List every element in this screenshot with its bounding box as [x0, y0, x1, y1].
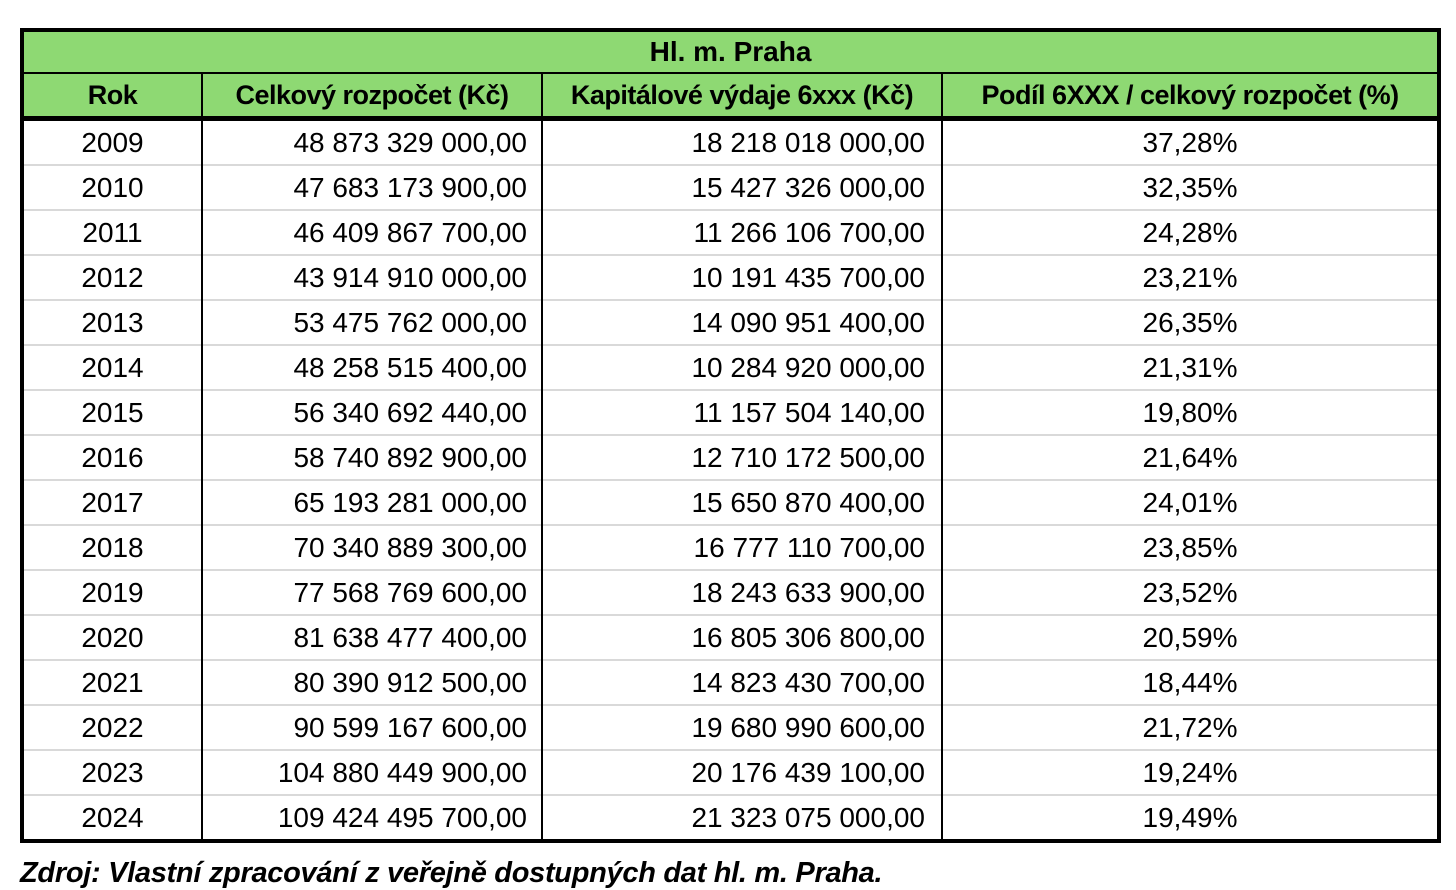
share-cell: 37,28%: [940, 118, 1440, 165]
year-cell: 2015: [22, 389, 202, 435]
total-budget-cell: 109 424 495 700,00: [201, 794, 542, 841]
share-cell: 32,35%: [940, 164, 1440, 210]
capital-expenditure-cell: 20 176 439 100,00: [541, 749, 942, 795]
table-row: 2012 43 914 910 000,00 10 191 435 700,00 23…: [22, 254, 1440, 300]
total-budget-cell: 65 193 281 000,00: [201, 479, 542, 525]
table-row: 2014 48 258 515 400,00 10 284 920 000,00 21…: [22, 344, 1440, 390]
capital-expenditure-cell: 19 680 990 600,00: [541, 704, 942, 750]
capital-expenditure-cell: 21 323 075 000,00: [541, 794, 942, 841]
total-budget-cell: 47 683 173 900,00: [201, 164, 542, 210]
share-cell: 19,49%: [940, 794, 1440, 841]
total-budget-cell: 81 638 477 400,00: [201, 614, 542, 660]
table-row: 2020 81 638 477 400,00 16 805 306 800,00 20…: [22, 614, 1440, 660]
capital-expenditure-cell: 14 823 430 700,00: [541, 659, 942, 705]
total-budget-cell: 53 475 762 000,00: [201, 299, 542, 345]
total-budget-cell: 70 340 889 300,00: [201, 524, 542, 570]
table-row: 2021 80 390 912 500,00 14 823 430 700,00 18…: [22, 659, 1440, 705]
total-budget-cell: 48 258 515 400,00: [201, 344, 542, 390]
share-cell: 26,35%: [940, 299, 1440, 345]
share-cell: 24,01%: [940, 479, 1440, 525]
share-cell: 18,44%: [940, 659, 1440, 705]
year-cell: 2017: [22, 479, 202, 525]
year-cell: 2023: [22, 749, 202, 795]
source-note: Zdroj: Vlastní zpracování z veřejně dost…: [20, 857, 883, 889]
table-title: Hl. m. Praha: [22, 30, 1440, 74]
year-cell: 2022: [22, 704, 202, 750]
share-cell: 20,59%: [940, 614, 1440, 660]
column-header-rok: Rok: [22, 73, 202, 121]
column-header-podil: Podíl 6XXX / celkový rozpočet (%): [940, 73, 1440, 121]
table-row: 2023 104 880 449 900,00 20 176 439 100,00 1…: [22, 749, 1440, 795]
year-cell: 2013: [22, 299, 202, 345]
table-header-row: Rok Celkový rozpočet (Kč) Kapitálové výd…: [22, 73, 1440, 121]
capital-expenditure-cell: 14 090 951 400,00: [541, 299, 942, 345]
share-cell: 24,28%: [940, 209, 1440, 255]
share-cell: 19,24%: [940, 749, 1440, 795]
capital-expenditure-cell: 16 805 306 800,00: [541, 614, 942, 660]
total-budget-cell: 46 409 867 700,00: [201, 209, 542, 255]
total-budget-cell: 80 390 912 500,00: [201, 659, 542, 705]
table-title-row: Hl. m. Praha: [22, 30, 1440, 74]
total-budget-cell: 77 568 769 600,00: [201, 569, 542, 615]
share-cell: 23,85%: [940, 524, 1440, 570]
year-cell: 2011: [22, 209, 202, 255]
year-cell: 2019: [22, 569, 202, 615]
capital-expenditure-cell: 16 777 110 700,00: [541, 524, 942, 570]
year-cell: 2012: [22, 254, 202, 300]
table-row: 2009 48 873 329 000,00 18 218 018 000,00 37…: [22, 118, 1440, 165]
table-row: 2011 46 409 867 700,00 11 266 106 700,00 24…: [22, 209, 1440, 255]
total-budget-cell: 43 914 910 000,00: [201, 254, 542, 300]
year-cell: 2021: [22, 659, 202, 705]
year-cell: 2018: [22, 524, 202, 570]
share-cell: 21,64%: [940, 434, 1440, 480]
table-row: 2017 65 193 281 000,00 15 650 870 400,00 24…: [22, 479, 1440, 525]
table-body: 2009 48 873 329 000,00 18 218 018 000,00 37…: [22, 118, 1440, 841]
table-row: 2010 47 683 173 900,00 15 427 326 000,00 32…: [22, 164, 1440, 210]
capital-expenditure-cell: 15 650 870 400,00: [541, 479, 942, 525]
share-cell: 23,52%: [940, 569, 1440, 615]
table-row: 2024 109 424 495 700,00 21 323 075 000,00 1…: [22, 794, 1440, 841]
capital-expenditure-cell: 11 266 106 700,00: [541, 209, 942, 255]
capital-expenditure-cell: 18 218 018 000,00: [541, 118, 942, 165]
year-cell: 2014: [22, 344, 202, 390]
table-row: 2018 70 340 889 300,00 16 777 110 700,00 23…: [22, 524, 1440, 570]
total-budget-cell: 104 880 449 900,00: [201, 749, 542, 795]
year-cell: 2010: [22, 164, 202, 210]
total-budget-cell: 58 740 892 900,00: [201, 434, 542, 480]
column-header-celkovy-rozpocet: Celkový rozpočet (Kč): [201, 73, 542, 121]
capital-expenditure-cell: 10 191 435 700,00: [541, 254, 942, 300]
total-budget-cell: 48 873 329 000,00: [201, 118, 542, 165]
table-row: 2022 90 599 167 600,00 19 680 990 600,00 21…: [22, 704, 1440, 750]
table-row: 2016 58 740 892 900,00 12 710 172 500,00 21…: [22, 434, 1440, 480]
capital-expenditure-cell: 18 243 633 900,00: [541, 569, 942, 615]
column-header-kapitalove-vydaje: Kapitálové výdaje 6xxx (Kč): [541, 73, 942, 121]
share-cell: 19,80%: [940, 389, 1440, 435]
total-budget-cell: 90 599 167 600,00: [201, 704, 542, 750]
table-row: 2015 56 340 692 440,00 11 157 504 140,00 19…: [22, 389, 1440, 435]
year-cell: 2009: [81, 126, 144, 158]
table-row: 2019 77 568 769 600,00 18 243 633 900,00 23…: [22, 569, 1440, 615]
capital-expenditure-cell: 12 710 172 500,00: [541, 434, 942, 480]
share-cell: 23,21%: [940, 254, 1440, 300]
capital-expenditure-cell: 15 427 326 000,00: [541, 164, 942, 210]
year-cell: 2024: [22, 794, 202, 841]
share-cell: 21,31%: [940, 344, 1440, 390]
table-row: 2013 53 475 762 000,00 14 090 951 400,00 26…: [22, 299, 1440, 345]
total-budget-cell: 56 340 692 440,00: [201, 389, 542, 435]
share-cell: 21,72%: [940, 704, 1440, 750]
capital-expenditure-cell: 10 284 920 000,00: [541, 344, 942, 390]
budget-table: Hl. m. Praha Rok Celkový rozpočet (Kč) K…: [20, 28, 1442, 843]
capital-expenditure-cell: 11 157 504 140,00: [541, 389, 942, 435]
year-cell: 2020: [22, 614, 202, 660]
year-cell: 2016: [22, 434, 202, 480]
